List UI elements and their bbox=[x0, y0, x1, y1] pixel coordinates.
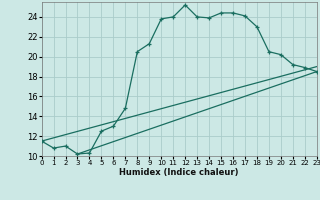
X-axis label: Humidex (Indice chaleur): Humidex (Indice chaleur) bbox=[119, 168, 239, 177]
